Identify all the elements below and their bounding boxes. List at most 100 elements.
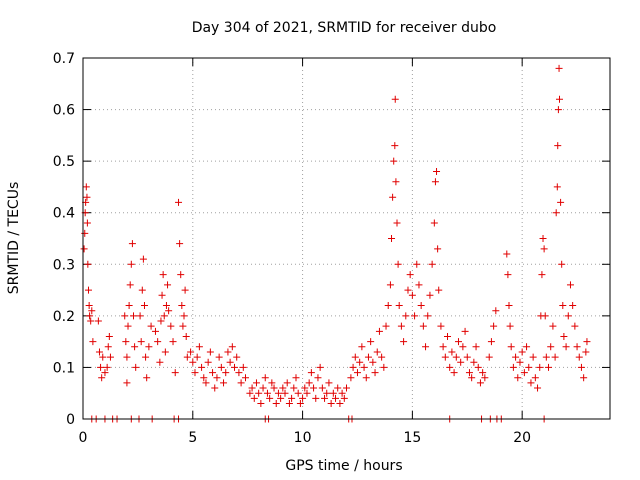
- data-point: [367, 338, 375, 346]
- data-point: [474, 363, 482, 371]
- data-point: [557, 198, 565, 206]
- data-point: [122, 338, 130, 346]
- data-point: [160, 312, 168, 320]
- data-point: [454, 338, 462, 346]
- data-point: [169, 338, 177, 346]
- data-point: [390, 157, 398, 165]
- data-point: [82, 183, 90, 191]
- data-point: [490, 322, 498, 330]
- data-point: [127, 260, 135, 268]
- data-point: [154, 338, 162, 346]
- data-point: [175, 198, 183, 206]
- axis-ticks: 0 0.1 0.2 0.3 0.4 0.5 0.6 0.7 0 5 10 15 20: [53, 51, 610, 446]
- data-point: [182, 332, 190, 340]
- x-tick-label: 0: [79, 430, 88, 446]
- data-point: [98, 374, 106, 382]
- data-point: [415, 281, 423, 289]
- data-point: [369, 358, 377, 366]
- data-point: [583, 338, 591, 346]
- x-tick-label: 5: [188, 430, 197, 446]
- data-point: [263, 389, 271, 397]
- data-point: [290, 384, 298, 392]
- data-point: [274, 389, 282, 397]
- data-point: [140, 302, 148, 310]
- data-point: [312, 394, 320, 402]
- data-point: [459, 343, 467, 351]
- data-point: [105, 332, 113, 340]
- data-point: [277, 394, 285, 402]
- data-point: [472, 343, 480, 351]
- data-point: [351, 353, 359, 361]
- grid: [83, 58, 610, 419]
- data-point: [512, 353, 520, 361]
- data-point: [433, 167, 441, 175]
- data-point: [213, 374, 221, 382]
- data-point: [562, 343, 570, 351]
- data-point: [580, 374, 588, 382]
- y-tick-label: 0.6: [53, 103, 75, 119]
- data-point: [224, 348, 232, 356]
- data-point: [457, 358, 465, 366]
- data-point: [241, 374, 249, 382]
- data-point: [235, 369, 243, 377]
- data-point: [318, 384, 326, 392]
- data-point: [147, 322, 155, 330]
- data-point: [487, 338, 495, 346]
- y-tick-label: 0.1: [53, 360, 75, 376]
- data-point: [285, 400, 293, 408]
- data-point: [452, 353, 460, 361]
- data-point: [124, 322, 132, 330]
- data-point: [126, 281, 134, 289]
- data-point: [554, 106, 562, 114]
- data-point: [573, 343, 581, 351]
- data-point: [165, 307, 173, 315]
- data-point: [531, 374, 539, 382]
- data-point: [336, 400, 344, 408]
- data-point: [195, 343, 203, 351]
- data-point: [292, 374, 300, 382]
- data-point: [261, 374, 269, 382]
- data-point: [259, 384, 267, 392]
- data-point: [179, 322, 187, 330]
- data-point: [99, 353, 107, 361]
- data-point: [559, 302, 567, 310]
- data-point: [514, 374, 522, 382]
- data-point: [516, 358, 524, 366]
- data-point: [406, 271, 414, 279]
- data-point: [397, 322, 405, 330]
- data-point: [384, 302, 392, 310]
- data-point: [139, 255, 147, 263]
- x-tick-label: 10: [294, 430, 312, 446]
- data-point: [250, 394, 258, 402]
- data-point: [485, 353, 493, 361]
- data-point: [181, 286, 189, 294]
- data-point: [539, 235, 547, 242]
- data-point: [252, 379, 260, 387]
- data-point: [301, 384, 309, 392]
- data-point: [84, 260, 92, 268]
- data-point: [281, 389, 289, 397]
- data-point: [178, 302, 186, 310]
- data-point: [142, 353, 150, 361]
- data-point: [325, 379, 333, 387]
- data-point: [299, 394, 307, 402]
- data-point: [268, 379, 276, 387]
- data-point: [171, 369, 179, 377]
- data-point: [503, 250, 511, 258]
- data-point: [479, 369, 487, 377]
- data-point: [428, 260, 436, 268]
- data-point: [97, 363, 105, 371]
- data-point: [520, 369, 528, 377]
- data-point: [555, 64, 563, 72]
- x-tick-label: 20: [513, 430, 531, 446]
- data-point: [435, 286, 443, 294]
- data-point: [476, 379, 484, 387]
- y-tick-label: 0.5: [53, 154, 75, 170]
- data-point: [125, 302, 133, 310]
- data-point: [527, 379, 535, 387]
- data-point: [137, 338, 145, 346]
- data-point: [94, 317, 102, 325]
- data-point: [525, 363, 533, 371]
- data-point: [103, 363, 111, 371]
